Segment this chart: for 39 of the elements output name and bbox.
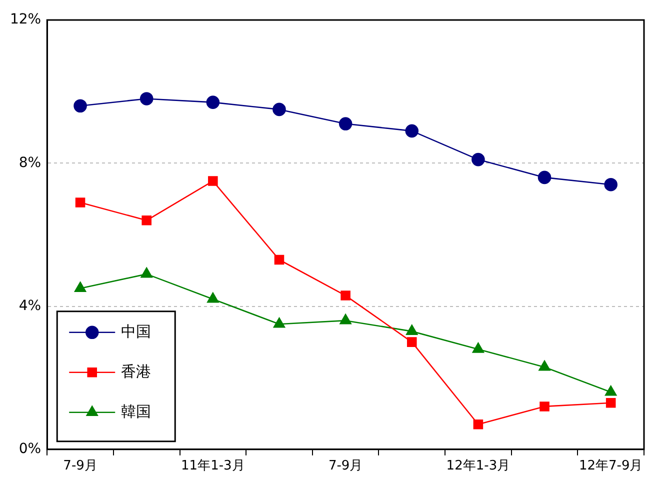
point (472, 152, 485, 166)
point (340, 314, 352, 324)
point (74, 99, 87, 113)
x-tick-label: 11年1-3月 (181, 458, 245, 474)
point (540, 402, 550, 412)
point (74, 282, 86, 292)
point (140, 92, 154, 106)
point (406, 324, 418, 335)
y-tick-label: 8% (18, 154, 42, 171)
point (140, 267, 152, 278)
y-tick-label: 4% (18, 298, 42, 314)
point (272, 102, 286, 116)
legend-label: 香港 (121, 362, 152, 380)
point (206, 96, 220, 109)
point (604, 385, 617, 396)
legend-label: 中国 (121, 322, 152, 340)
point (472, 342, 484, 353)
point (406, 337, 417, 347)
x-tick-label: 7-9月 (63, 458, 98, 474)
point (538, 170, 552, 184)
y-tick-label: 0% (18, 441, 42, 458)
point (274, 254, 284, 265)
point (405, 124, 419, 138)
point (207, 292, 219, 303)
point (75, 198, 86, 208)
legend-label: 韓国 (121, 402, 152, 420)
point (273, 318, 286, 328)
x-tick-label: 7-9月 (328, 458, 363, 474)
point (338, 117, 352, 130)
point (142, 215, 152, 226)
point (340, 290, 350, 300)
point (473, 419, 484, 430)
x-tick-label: 12年1-3月 (446, 458, 510, 474)
point (538, 360, 550, 371)
point (208, 176, 218, 186)
point (604, 178, 618, 192)
point (606, 398, 616, 408)
y-tick-label: 12% (10, 12, 42, 28)
x-tick-label: 12年7-9月 (578, 458, 643, 474)
